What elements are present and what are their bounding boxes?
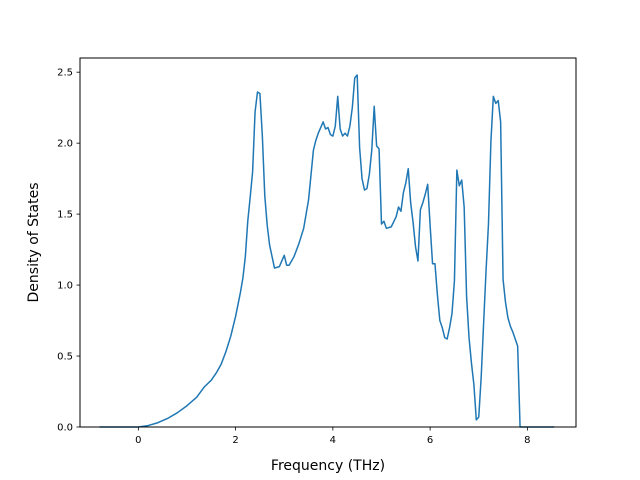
y-tick-label: 0.5 <box>57 352 73 363</box>
plot-layer <box>99 74 555 428</box>
x-tick-label: 6 <box>427 435 433 446</box>
y-tick-label: 1.0 <box>57 281 73 292</box>
x-tick-label: 0 <box>135 435 141 446</box>
ticks-layer: 0 2 4 6 8 0.0 0.5 1.0 1.5 2.0 2.5 <box>57 68 530 446</box>
y-tick-label: 2.5 <box>57 68 73 79</box>
y-tick-label: 0.0 <box>57 423 73 434</box>
plot-frame <box>79 57 577 428</box>
x-axis-label: Frequency (THz) <box>271 458 385 474</box>
x-tick-label: 4 <box>330 435 336 446</box>
x-tick-label: 2 <box>232 435 238 446</box>
dos-series-line <box>99 74 555 428</box>
y-axis-label: Density of States <box>26 183 42 303</box>
x-tick-label: 8 <box>524 435 530 446</box>
y-tick-label: 2.0 <box>57 139 73 150</box>
y-tick-label: 1.5 <box>57 210 73 221</box>
